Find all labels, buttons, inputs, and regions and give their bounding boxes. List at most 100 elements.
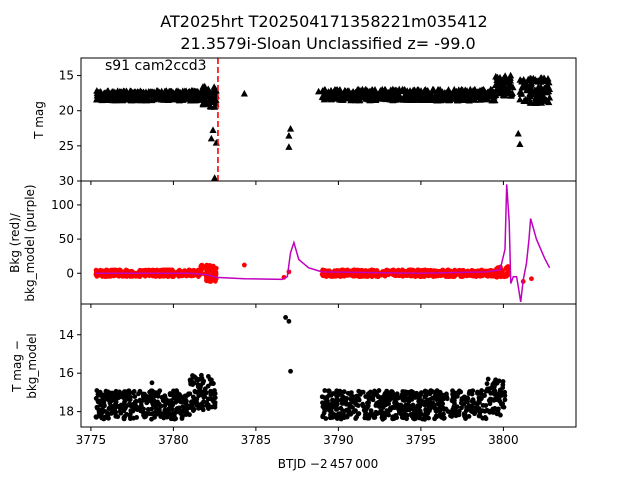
data-point <box>507 92 515 99</box>
data-point <box>140 409 146 415</box>
data-point <box>395 267 401 273</box>
data-point <box>203 390 209 396</box>
data-point <box>212 278 218 284</box>
data-point <box>485 408 490 413</box>
bottom-y-axis-label-line-1: T mag − <box>10 340 24 393</box>
data-point <box>373 403 379 408</box>
data-point <box>198 391 204 397</box>
data-point <box>497 398 503 404</box>
data-point <box>372 91 380 99</box>
data-point <box>503 272 509 278</box>
data-point <box>179 395 184 401</box>
data-point <box>331 413 337 419</box>
data-point <box>207 377 213 382</box>
data-point <box>475 390 480 396</box>
data-point <box>179 414 185 420</box>
data-point <box>374 392 380 398</box>
data-point <box>374 411 380 416</box>
data-point <box>121 88 130 96</box>
data-point <box>492 87 500 94</box>
data-point <box>472 272 478 278</box>
data-point <box>351 88 360 96</box>
data-point <box>504 87 513 95</box>
data-point <box>288 368 293 374</box>
data-point <box>333 273 339 279</box>
data-point <box>537 74 546 81</box>
data-point <box>368 408 374 413</box>
data-point <box>187 391 193 397</box>
data-point <box>121 405 127 411</box>
data-point <box>101 400 107 406</box>
data-point <box>394 391 400 397</box>
data-point <box>406 391 411 396</box>
data-point <box>458 389 464 395</box>
data-point <box>455 411 461 417</box>
data-point <box>467 406 473 412</box>
data-point <box>472 411 477 417</box>
data-point <box>347 93 355 101</box>
data-point <box>201 82 209 90</box>
data-point <box>210 381 216 386</box>
data-point <box>448 413 453 419</box>
data-point <box>93 267 99 273</box>
data-point <box>412 411 418 416</box>
data-point <box>205 405 211 411</box>
data-point <box>492 396 498 402</box>
data-point <box>240 89 248 97</box>
data-point <box>495 410 501 415</box>
data-point <box>459 405 464 411</box>
data-point <box>138 402 144 408</box>
data-point <box>509 83 517 91</box>
data-point <box>387 405 393 411</box>
data-point <box>171 416 176 422</box>
data-point <box>188 379 193 384</box>
data-point <box>212 388 217 393</box>
data-point <box>380 404 386 410</box>
data-point <box>108 411 114 416</box>
data-point <box>492 381 498 387</box>
data-point <box>156 407 162 413</box>
data-point <box>191 397 197 403</box>
data-point <box>326 389 332 394</box>
data-point <box>172 88 180 95</box>
data-point <box>390 414 396 420</box>
data-point <box>482 95 491 103</box>
data-point <box>110 397 116 403</box>
data-point <box>372 96 380 104</box>
data-point <box>196 405 202 411</box>
data-point <box>417 404 423 410</box>
data-point <box>449 398 455 404</box>
data-point <box>94 388 100 393</box>
data-point <box>204 278 210 284</box>
data-point <box>355 397 360 403</box>
data-point <box>441 395 447 401</box>
data-point <box>112 405 118 411</box>
data-point <box>413 416 419 421</box>
data-point <box>113 93 121 100</box>
data-point <box>173 391 179 397</box>
data-point <box>207 134 215 142</box>
data-point <box>529 276 534 282</box>
data-point <box>322 388 328 393</box>
data-point <box>207 278 213 284</box>
data-point <box>398 408 404 414</box>
data-point <box>185 90 193 97</box>
data-point <box>187 412 192 418</box>
data-point <box>338 405 344 411</box>
data-point <box>444 86 453 93</box>
data-point <box>189 402 194 407</box>
y-tick-label: 15 <box>59 69 74 83</box>
y-tick-label: 18 <box>59 405 74 419</box>
data-point <box>241 262 247 268</box>
data-point <box>480 87 488 95</box>
data-point <box>326 89 334 96</box>
data-point <box>195 381 201 387</box>
data-point <box>362 415 368 421</box>
data-point <box>514 129 522 137</box>
data-point <box>111 88 119 96</box>
data-point <box>133 405 139 411</box>
data-point <box>347 90 356 97</box>
data-point <box>106 268 112 274</box>
data-point <box>423 402 429 408</box>
